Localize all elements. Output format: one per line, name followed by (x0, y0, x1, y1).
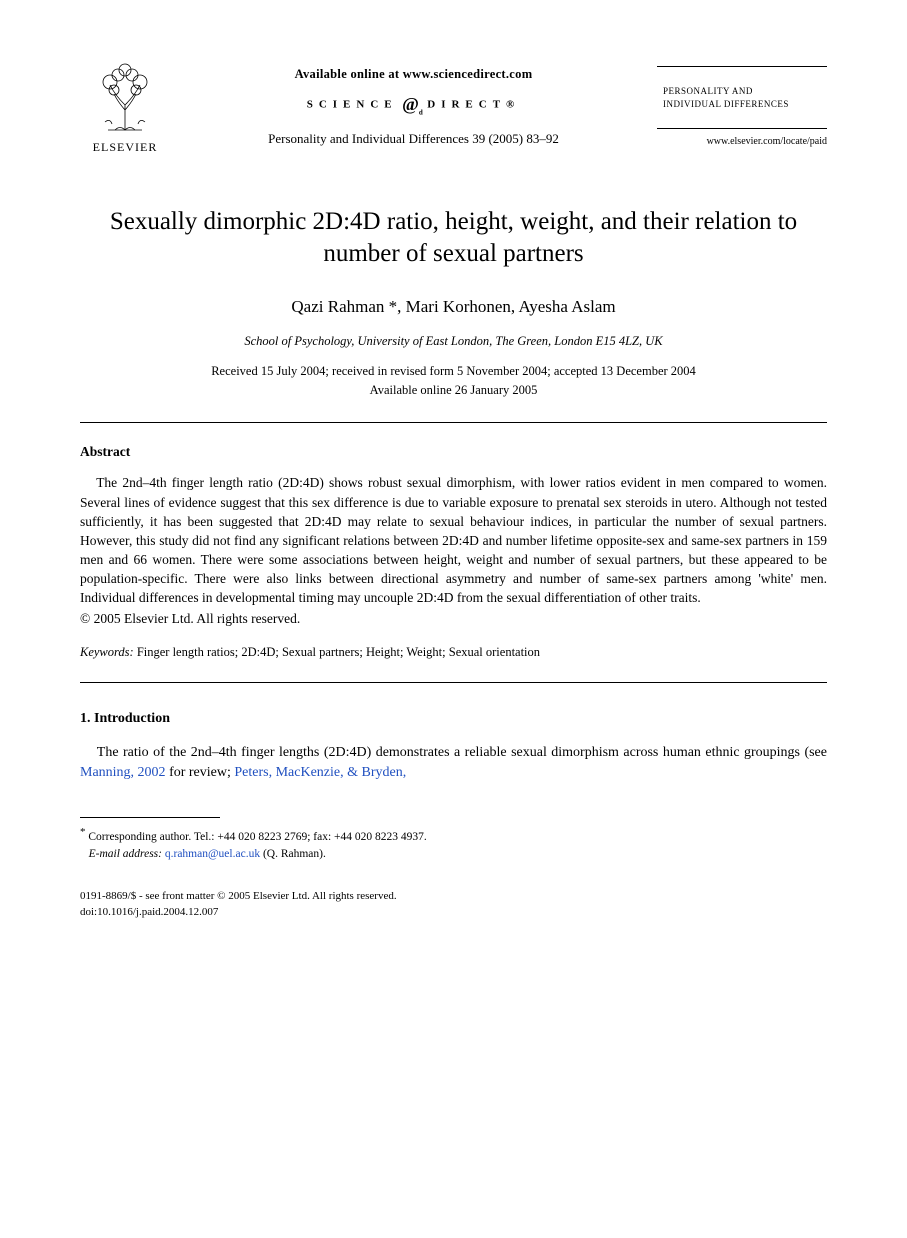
rule-below-keywords (80, 682, 827, 683)
abstract-heading: Abstract (80, 443, 827, 462)
sd-logo-right: DIRECT® (427, 98, 520, 110)
article-title: Sexually dimorphic 2D:4D ratio, height, … (100, 206, 807, 271)
dates-line1: Received 15 July 2004; received in revis… (80, 362, 827, 381)
authors-line: Qazi Rahman *, Mari Korhonen, Ayesha Asl… (80, 295, 827, 319)
footnote-email-label: E-mail address: (89, 848, 162, 860)
elsevier-tree-icon (90, 60, 160, 135)
journal-box-line1: PERSONALITY AND (663, 85, 821, 98)
footnote-email-link[interactable]: q.rahman@uel.ac.uk (165, 848, 260, 860)
copyright-line: © 2005 Elsevier Ltd. All rights reserved… (80, 610, 827, 629)
footnote-rule (80, 817, 220, 818)
footnote-corresponding: * Corresponding author. Tel.: +44 020 82… (80, 824, 827, 846)
journal-reference: Personality and Individual Differences 3… (170, 130, 657, 148)
citation-peters-et-al[interactable]: Peters, MacKenzie, & Bryden, (234, 765, 406, 780)
star-icon: * (80, 826, 86, 838)
sd-logo-left: SCIENCE (307, 98, 398, 110)
keywords-text: Finger length ratios; 2D:4D; Sexual part… (134, 645, 540, 659)
doi-line: doi:10.1016/j.paid.2004.12.007 (80, 905, 827, 920)
header-row: ELSEVIER Available online at www.science… (80, 60, 827, 156)
citation-manning-2002[interactable]: Manning, 2002 (80, 765, 166, 780)
front-matter-line: 0191-8869/$ - see front matter © 2005 El… (80, 889, 827, 904)
section-1-heading: 1. Introduction (80, 709, 827, 729)
journal-box-line2: INDIVIDUAL DIFFERENCES (663, 98, 821, 111)
affiliation: School of Psychology, University of East… (80, 333, 827, 351)
dates-line2: Available online 26 January 2005 (80, 381, 827, 400)
elsevier-logo-block: ELSEVIER (80, 60, 170, 156)
elsevier-label: ELSEVIER (93, 139, 158, 156)
bottom-meta: 0191-8869/$ - see front matter © 2005 El… (80, 889, 827, 920)
footnote-email-suffix: (Q. Rahman). (260, 848, 326, 860)
center-header: Available online at www.sciencedirect.co… (170, 60, 657, 148)
keywords-line: Keywords: Finger length ratios; 2D:4D; S… (80, 644, 827, 662)
right-header: PERSONALITY AND INDIVIDUAL DIFFERENCES w… (657, 60, 827, 149)
intro-text-mid: for review; (166, 765, 235, 780)
footnote-block: * Corresponding author. Tel.: +44 020 82… (80, 824, 827, 863)
footnote-email-line: E-mail address: q.rahman@uel.ac.uk (Q. R… (80, 846, 827, 863)
intro-paragraph: The ratio of the 2nd–4th finger lengths … (80, 743, 827, 784)
abstract-body: The 2nd–4th finger length ratio (2D:4D) … (80, 473, 827, 607)
rule-above-abstract (80, 422, 827, 423)
keywords-label: Keywords: (80, 645, 134, 659)
journal-url: www.elsevier.com/locate/paid (657, 135, 827, 149)
journal-name-box: PERSONALITY AND INDIVIDUAL DIFFERENCES (657, 66, 827, 129)
intro-text-pre: The ratio of the 2nd–4th finger lengths … (97, 745, 827, 760)
article-dates: Received 15 July 2004; received in revis… (80, 362, 827, 400)
sciencedirect-logo: SCIENCE @d DIRECT® (170, 92, 657, 118)
sd-at-icon: @d (398, 94, 428, 114)
available-online-text: Available online at www.sciencedirect.co… (170, 66, 657, 84)
footnote-corresp-text: Corresponding author. Tel.: +44 020 8223… (88, 831, 426, 843)
